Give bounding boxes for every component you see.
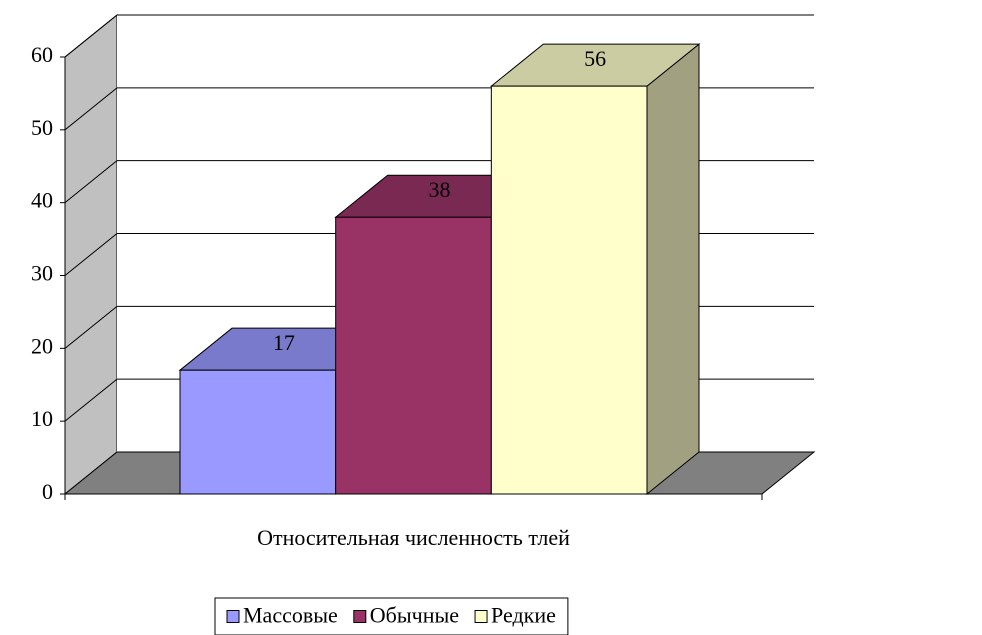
legend-swatch (353, 610, 367, 623)
bar-side (646, 43, 700, 496)
bar (179, 369, 337, 495)
y-tick-label: 50 (31, 115, 53, 140)
y-tick-label: 30 (31, 261, 53, 286)
legend-swatch (474, 610, 488, 623)
data-label: 38 (429, 177, 451, 202)
bar (490, 85, 648, 495)
y-tick-label: 60 (31, 42, 53, 67)
grid-line (64, 14, 814, 58)
y-tick-label: 40 (31, 188, 53, 213)
y-tick-label: 10 (31, 406, 53, 431)
legend-label: Обычные (370, 603, 459, 628)
legend (214, 597, 569, 635)
y-tick-label: 20 (31, 333, 53, 358)
y-tick-label: 0 (42, 479, 53, 504)
data-label: 56 (584, 46, 606, 71)
legend-label: Редкие (491, 603, 556, 628)
x-axis-label: Относительная численность тлей (257, 525, 570, 550)
bar (335, 216, 492, 495)
legend-swatch (226, 610, 240, 623)
data-label: 17 (273, 330, 295, 355)
legend-label: Массовые (243, 603, 338, 628)
